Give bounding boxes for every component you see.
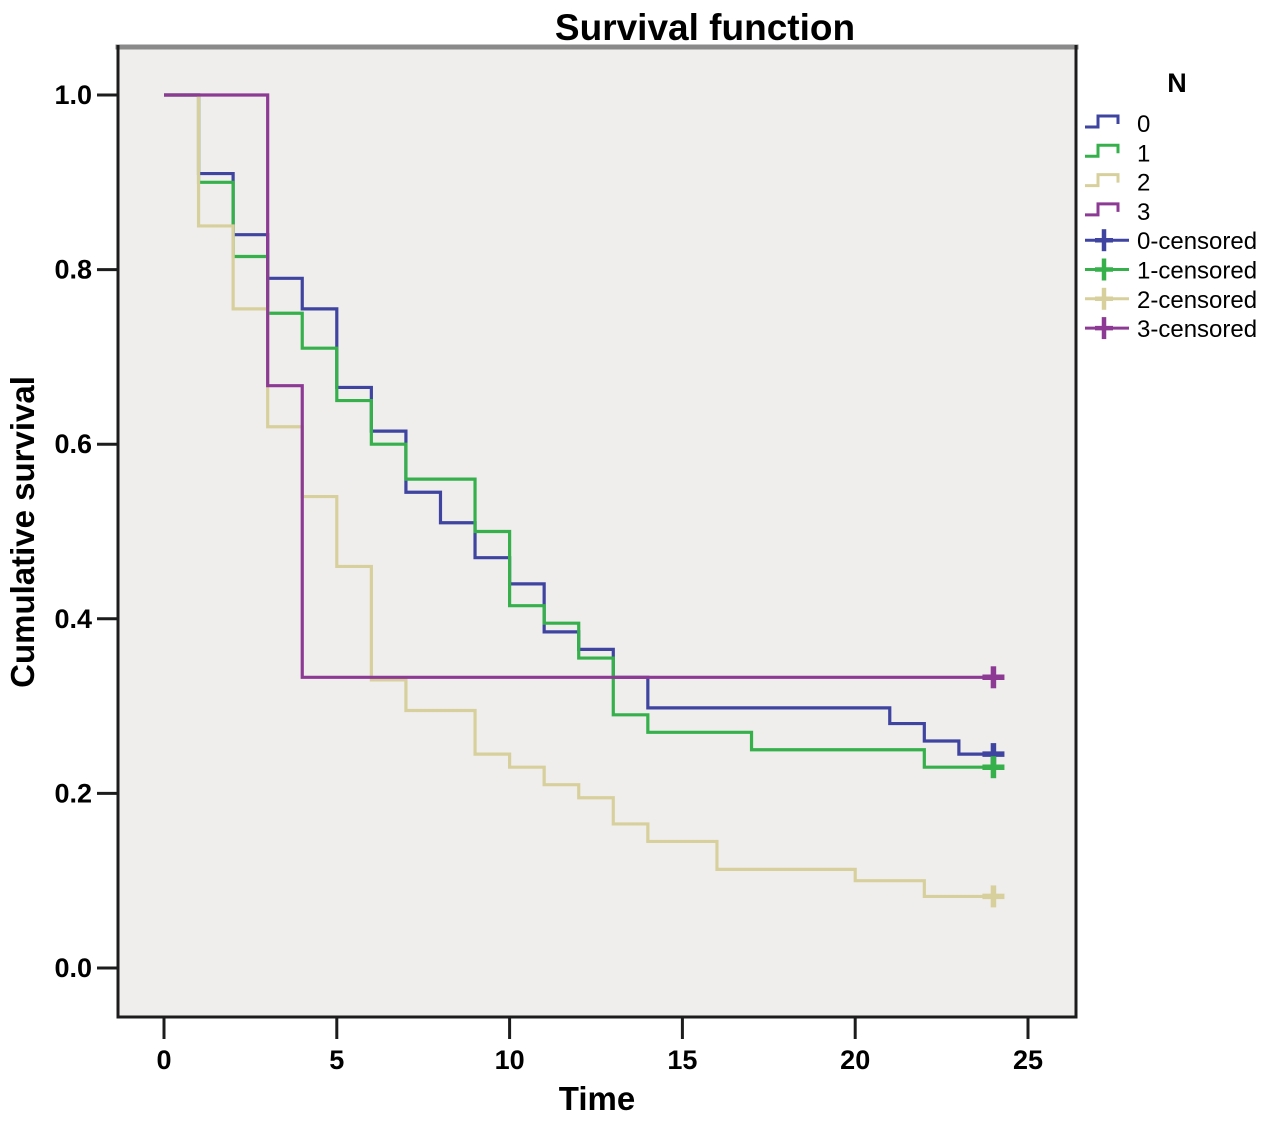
x-tick-label: 5 (329, 1045, 344, 1075)
y-tick-label: 0.0 (54, 953, 92, 983)
legend-item-0: 0 (1085, 111, 1150, 138)
y-axis-title: Cumulative survival (4, 376, 41, 688)
step-line-icon (1085, 114, 1120, 129)
x-axis-title: Time (559, 1080, 635, 1117)
x-axis-ticks: 0 5 10 15 20 25 (156, 1017, 1043, 1075)
legend: 01 230-censored 1-censored2-censored3-cens… (1085, 111, 1257, 343)
legend-label: 1 (1137, 140, 1150, 167)
step-line-icon (1085, 202, 1120, 217)
x-tick-label: 0 (156, 1045, 171, 1075)
legend-item-3: 3 (1085, 199, 1150, 226)
x-tick-label: 20 (840, 1045, 870, 1075)
plot-frame (115, 44, 1079, 1019)
x-tick-label: 25 (1013, 1045, 1043, 1075)
legend-label: 0-censored (1137, 228, 1257, 255)
legend-item-1: 1 (1085, 140, 1150, 167)
legend-label: 3-censored (1137, 316, 1257, 343)
x-tick-label: 15 (667, 1045, 697, 1075)
y-tick-label: 1.0 (54, 80, 92, 110)
y-tick-label: 0.6 (54, 429, 92, 459)
censor-mark-2 (982, 885, 1005, 908)
legend-label: 0 (1137, 111, 1150, 138)
censor-mark-1 (982, 756, 1005, 779)
y-tick-label: 0.4 (54, 604, 92, 634)
legend-item-0-censored: 0-censored (1085, 228, 1257, 255)
chart-title: Survival function (555, 7, 855, 48)
legend-label: 2 (1137, 170, 1150, 197)
legend-item-1-censored: 1-censored (1085, 258, 1257, 285)
legend-title: N (1167, 68, 1187, 98)
y-tick-label: 0.8 (54, 255, 92, 285)
censor-mark-3 (982, 666, 1005, 689)
legend-label: 3 (1137, 199, 1150, 226)
legend-item-2-censored: 2-censored (1085, 287, 1257, 314)
y-tick-label: 0.2 (54, 778, 92, 808)
step-line-icon (1085, 143, 1120, 158)
legend-label: 1-censored (1137, 258, 1257, 285)
step-line-icon (1085, 173, 1120, 188)
legend-item-3-censored: 3-censored (1085, 316, 1257, 343)
x-tick-label: 10 (495, 1045, 525, 1075)
legend-item-2: 2 (1085, 170, 1150, 197)
plot-area (118, 47, 1076, 1017)
series-2-line (164, 93, 1003, 899)
y-axis-ticks: 0.0 0.2 0.4 0.6 0.8 1.0 (54, 80, 118, 983)
censored-markers (982, 666, 1005, 908)
legend-label: 2-censored (1137, 287, 1257, 314)
